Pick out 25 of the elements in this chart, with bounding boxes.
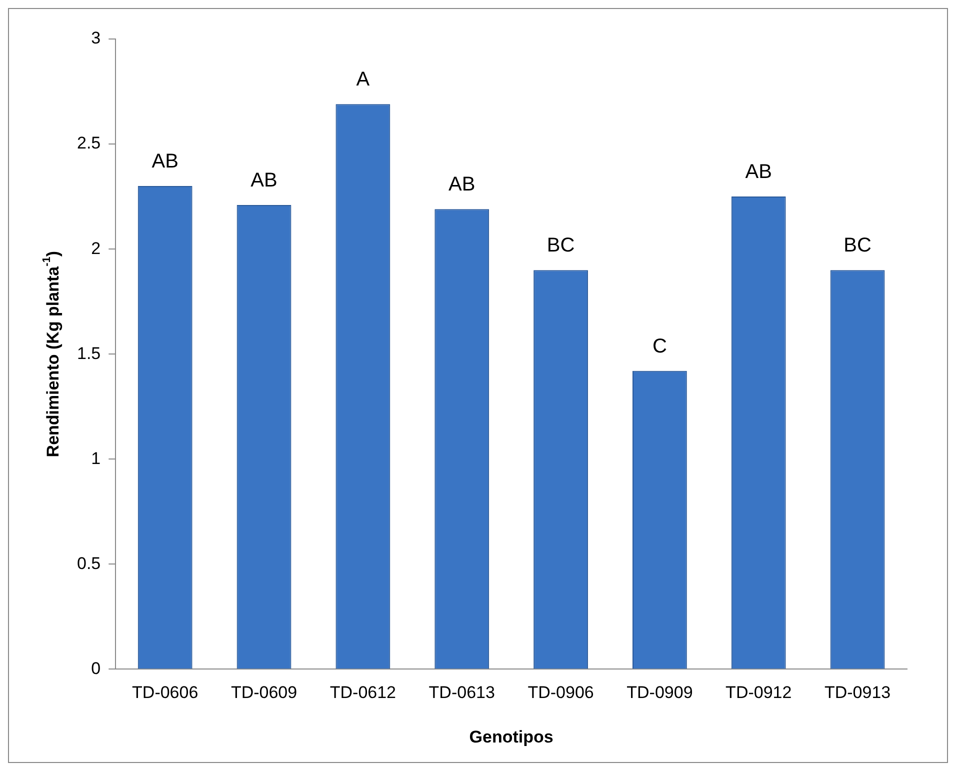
y-tick-label: 2.5 xyxy=(76,134,101,153)
annotation: AB xyxy=(152,150,178,173)
annotation: AB xyxy=(745,161,772,184)
annotation: BC xyxy=(546,234,575,257)
annotation: A xyxy=(356,68,370,91)
annotation: AB xyxy=(448,174,476,196)
x-tick-label: TD-0913 xyxy=(824,683,891,702)
x-tick-label: TD-0912 xyxy=(726,683,792,702)
x-tick-label: TD-0612 xyxy=(330,683,396,702)
x-tick-label: TD-0909 xyxy=(626,683,693,702)
annotation: C xyxy=(652,335,667,358)
y-tick-label: 0.5 xyxy=(76,554,101,573)
x-axis-title: Genotipos xyxy=(469,727,554,746)
y-tick-label: 1.5 xyxy=(76,344,101,363)
x-tick-label: TD-0606 xyxy=(132,683,198,702)
y-tick-label: 2 xyxy=(91,238,101,258)
y-tick-label: 3 xyxy=(91,28,101,48)
y-tick-label: 1 xyxy=(91,448,101,468)
x-tick-label: TD-0906 xyxy=(528,683,594,702)
x-tick-label: TD-0609 xyxy=(230,683,298,702)
y-tick-label: 0 xyxy=(91,658,101,678)
annotation: BC xyxy=(844,234,872,257)
annotation: AB xyxy=(250,169,278,192)
x-tick-label: TD-0613 xyxy=(428,683,495,702)
y-axis-title: Rendimiento (Kg planta-1) xyxy=(41,250,63,458)
